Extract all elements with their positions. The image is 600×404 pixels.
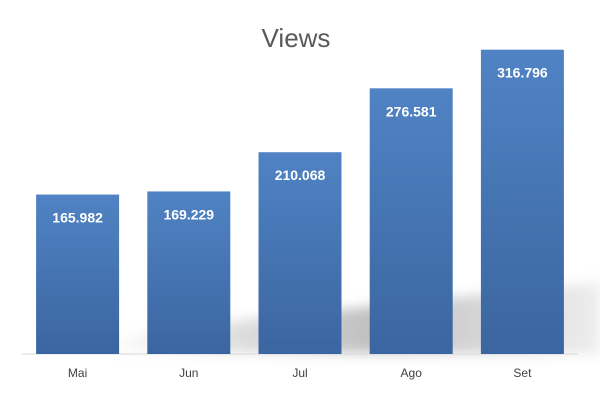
x-tick-jul: Jul	[292, 366, 307, 380]
chart-title: Views	[262, 23, 331, 53]
bar-set	[480, 49, 564, 355]
data-label-jul: 210.068	[275, 167, 326, 183]
data-label-ago: 276.581	[386, 103, 437, 119]
data-label-jun: 169.229	[163, 206, 214, 222]
bar-mai	[36, 194, 120, 354]
data-label-set: 316.796	[497, 65, 548, 81]
bar-ago	[369, 88, 453, 355]
bars-group	[36, 49, 564, 355]
x-tick-set: Set	[513, 366, 532, 380]
x-tick-ago: Ago	[401, 366, 423, 380]
x-tick-jun: Jun	[179, 366, 198, 380]
bar-jun	[147, 191, 231, 354]
x-tick-mai: Mai	[68, 366, 87, 380]
x-tick-labels-group: Mai Jun Jul Ago Set	[68, 366, 532, 380]
data-labels-group: 165.982 169.229 210.068 276.581 316.796	[52, 65, 548, 226]
data-label-mai: 165.982	[52, 210, 103, 226]
bar-jul	[258, 152, 342, 354]
